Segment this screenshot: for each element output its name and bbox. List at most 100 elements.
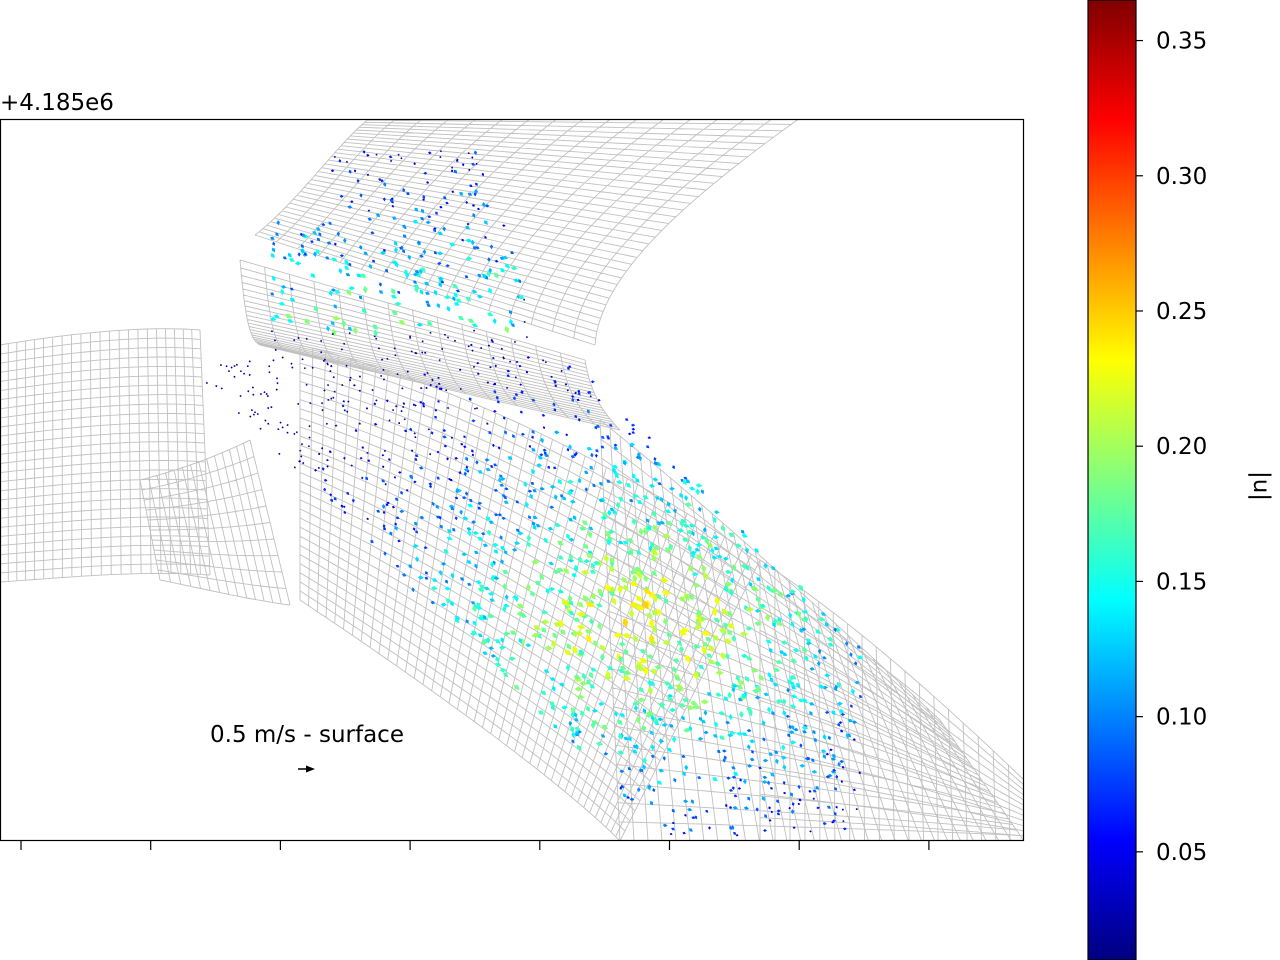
velocity-arrow: [445, 389, 448, 392]
velocity-arrow: [830, 770, 837, 774]
velocity-arrow: [381, 358, 384, 361]
velocity-arrow: [686, 529, 694, 535]
velocity-arrow: [600, 445, 605, 449]
velocity-arrow: [557, 555, 564, 560]
velocity-arrow: [376, 509, 381, 513]
velocity-arrow: [394, 247, 398, 254]
velocity-arrow: [382, 197, 386, 202]
velocity-arrow: [290, 287, 294, 291]
velocity-arrow: [662, 756, 666, 761]
velocity-arrow: [502, 357, 505, 360]
velocity-arrow: [583, 559, 591, 564]
velocity-arrow: [383, 551, 387, 556]
velocity-arrow: [465, 619, 469, 624]
velocity-arrow: [490, 561, 495, 568]
velocity-arrow: [688, 565, 693, 573]
velocity-arrow: [452, 296, 456, 302]
velocity-arrow: [484, 458, 490, 462]
velocity-arrow: [277, 428, 280, 431]
velocity-arrow: [729, 806, 733, 809]
velocity-arrow: [568, 611, 575, 616]
velocity-arrow: [769, 677, 774, 683]
velocity-arrow: [813, 654, 818, 659]
velocity-arrow: [471, 289, 478, 294]
velocity-arrow: [246, 365, 249, 367]
velocity-arrow: [574, 726, 581, 731]
velocity-arrow: [346, 410, 349, 413]
velocity-arrow: [327, 399, 330, 401]
velocity-arrow: [442, 429, 447, 432]
velocity-arrow: [568, 558, 575, 563]
velocity-arrow: [584, 629, 593, 634]
velocity-arrow: [419, 401, 423, 404]
velocity-arrow: [839, 759, 844, 764]
velocity-arrow: [367, 459, 371, 462]
velocity-arrow: [575, 731, 580, 735]
velocity-arrow: [474, 550, 479, 554]
velocity-arrow: [703, 572, 709, 580]
velocity-arrow: [571, 731, 576, 739]
velocity-arrow: [573, 674, 581, 680]
velocity-arrow: [463, 435, 466, 438]
velocity-arrow: [704, 537, 710, 545]
velocity-arrow: [845, 733, 850, 739]
velocity-arrow: [570, 711, 575, 719]
velocity-arrow: [574, 414, 577, 419]
velocity-arrow: [382, 511, 386, 514]
velocity-arrow: [782, 764, 787, 771]
velocity-arrow: [775, 699, 783, 704]
velocity-arrow: [671, 809, 675, 813]
velocity-arrow: [332, 376, 335, 379]
velocity-arrow: [494, 272, 499, 279]
velocity-arrow: [565, 664, 571, 672]
velocity-arrow: [511, 434, 515, 439]
velocity-arrow: [338, 268, 343, 275]
velocity-arrow: [252, 413, 255, 416]
velocity-arrow: [366, 173, 370, 176]
velocity-arrow: [642, 764, 646, 770]
velocity-arrow: [812, 797, 815, 800]
velocity-arrow: [830, 757, 836, 761]
velocity-arrow: [541, 413, 546, 417]
velocity-arrow: [648, 545, 653, 552]
velocity-arrow: [579, 710, 585, 718]
velocity-arrow: [256, 413, 259, 415]
velocity-arrow: [566, 389, 569, 392]
velocity-arrow: [490, 338, 493, 342]
velocity-arrow: [381, 465, 385, 469]
velocity-arrow: [359, 193, 363, 198]
velocity-arrow: [597, 622, 602, 631]
velocity-vectors: [205, 150, 864, 837]
velocity-arrow: [725, 652, 730, 660]
velocity-arrow: [367, 217, 373, 221]
velocity-arrow: [287, 319, 293, 323]
velocity-arrow: [775, 758, 779, 765]
velocity-arrow: [297, 336, 300, 340]
velocity-arrow: [601, 724, 609, 730]
velocity-arrow: [239, 370, 243, 373]
velocity-arrow: [593, 560, 601, 566]
velocity-arrow: [484, 236, 487, 239]
velocity-arrow: [832, 768, 837, 772]
velocity-arrow: [774, 750, 779, 754]
velocity-arrow: [476, 361, 480, 365]
velocity-arrow: [698, 664, 704, 670]
velocity-arrow: [416, 322, 423, 327]
velocity-arrow: [454, 169, 458, 174]
x-axis-ticks: [20, 841, 930, 850]
velocity-arrow: [657, 717, 664, 722]
velocity-arrow: [481, 172, 485, 177]
velocity-arrow: [249, 415, 252, 418]
velocity-arrow: [493, 576, 500, 581]
velocity-arrow: [566, 643, 572, 650]
velocity-arrow: [563, 568, 570, 575]
velocity-arrow: [414, 286, 419, 294]
velocity-arrow: [726, 611, 733, 617]
velocity-arrow: [525, 583, 531, 592]
velocity-arrow: [338, 159, 342, 163]
velocity-arrow: [733, 772, 739, 776]
velocity-arrow: [626, 482, 631, 489]
velocity-arrow: [488, 646, 495, 650]
velocity-arrow: [582, 520, 588, 526]
velocity-arrow: [450, 572, 455, 579]
